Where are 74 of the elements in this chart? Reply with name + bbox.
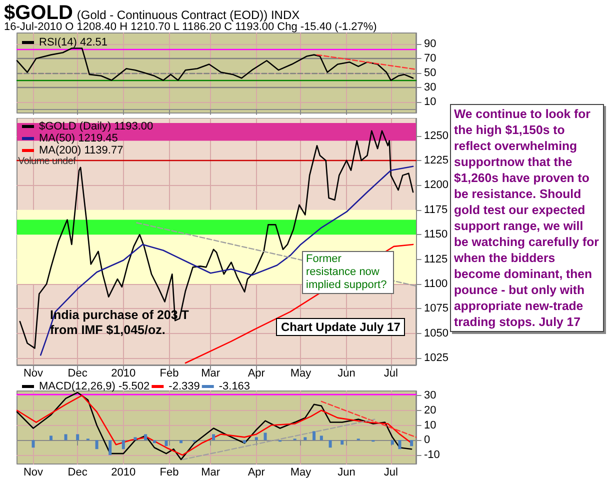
y-tick-label: 1175 <box>424 204 448 216</box>
x-tick-label: Mar <box>201 368 220 380</box>
bar <box>320 436 323 440</box>
bar <box>304 437 307 440</box>
bar <box>180 440 183 444</box>
bar <box>212 434 216 440</box>
y-tick-label: 1250 <box>424 130 448 142</box>
x-tick-label: Dec <box>68 368 88 380</box>
y-tick-label: 10 <box>424 96 436 108</box>
annotation: Chart Update July 17 <box>276 318 406 336</box>
bar <box>398 440 402 450</box>
bar <box>264 432 267 440</box>
bar <box>164 440 168 446</box>
y-tick-label: 30 <box>424 82 436 94</box>
bar <box>49 436 52 440</box>
y-tick-label: 1150 <box>424 228 448 241</box>
bar <box>122 440 125 450</box>
y-tick-label: 0 <box>424 434 430 446</box>
annotation: Former resistance now implied support? <box>302 251 394 294</box>
y-tick-label: 90 <box>424 38 436 50</box>
x-tick-label: Jun <box>338 368 356 380</box>
bar <box>312 431 316 440</box>
x-tick-label: Nov <box>23 368 44 380</box>
y-tick-label: 1075 <box>424 302 448 315</box>
legend-label: MACD(12,26,9) -5.502 <box>39 380 150 392</box>
text: 16-Jul-2010 O 1208.40 H 1210.70 L 1186.20 C 1193.00 Chg -15.40 (-1.27%) <box>4 21 377 33</box>
x-tick-label: Nov <box>23 466 44 478</box>
bar <box>134 437 137 440</box>
x-tick-label: Jul <box>384 466 398 478</box>
x-tick-label: Apr <box>248 368 266 380</box>
y-tick-label: 1100 <box>424 278 448 290</box>
line-series <box>16 48 414 81</box>
bar <box>254 437 258 440</box>
bar <box>410 440 414 446</box>
x-tick-label: Mar <box>201 466 220 478</box>
bar <box>328 440 332 448</box>
legend-label: $GOLD (Daily) 1193.00 <box>39 120 154 132</box>
x-tick-label: 2010 <box>111 466 136 478</box>
y-tick-label: 50 <box>424 67 436 79</box>
legend-label: RSI(14) 42.51 <box>39 36 108 48</box>
x-tick-label: May <box>290 466 312 478</box>
bar <box>108 440 112 456</box>
text: We continue to look for the high $1,150s to reflect overwhelming supportnow that the $1,260s have proven to be resistance. Should gold test our expected support range, we will be watching carefully for when the bidders become dominant, then pounce - but only with appropriate new-trade trading stops. July 17 <box>454 107 599 329</box>
y-tick-label: 1225 <box>424 154 448 166</box>
x-tick-label: Apr <box>248 466 266 478</box>
x-tick-label: Jul <box>384 368 398 380</box>
x-tick-label: Feb <box>160 368 179 380</box>
y-tick-label: 30 <box>424 389 436 402</box>
bar <box>64 434 68 440</box>
y-tick-label: 1050 <box>424 327 448 340</box>
line-series <box>40 166 414 356</box>
bar <box>243 440 246 444</box>
y-tick-label: 1025 <box>424 352 448 364</box>
y-tick-label: -10 <box>424 449 440 462</box>
bar <box>152 440 156 444</box>
y-tick-label: 10 <box>424 419 436 432</box>
x-tick-label: May <box>290 368 312 380</box>
y-tick-label: 70 <box>424 52 436 64</box>
x-tick-label: Dec <box>68 466 88 478</box>
y-tick-label: 1125 <box>424 253 448 266</box>
x-tick-label: Feb <box>160 466 179 478</box>
y-tick-label: 20 <box>424 404 436 416</box>
bar <box>144 434 148 440</box>
legend-label: -2.339 <box>168 380 200 392</box>
bar <box>340 440 344 445</box>
y-tick-label: 1200 <box>424 179 448 192</box>
chart-subtitle: (Gold - Continuous Contract (EOD)) INDX <box>76 8 300 22</box>
legend-label: MA(200) 1139.77 <box>39 144 124 156</box>
bar <box>76 434 80 440</box>
legend-label: -3.163 <box>218 380 250 392</box>
bar <box>95 440 98 450</box>
x-tick-label: 2010 <box>111 368 136 380</box>
line-series <box>19 130 414 349</box>
x-tick-label: Jun <box>338 466 356 478</box>
